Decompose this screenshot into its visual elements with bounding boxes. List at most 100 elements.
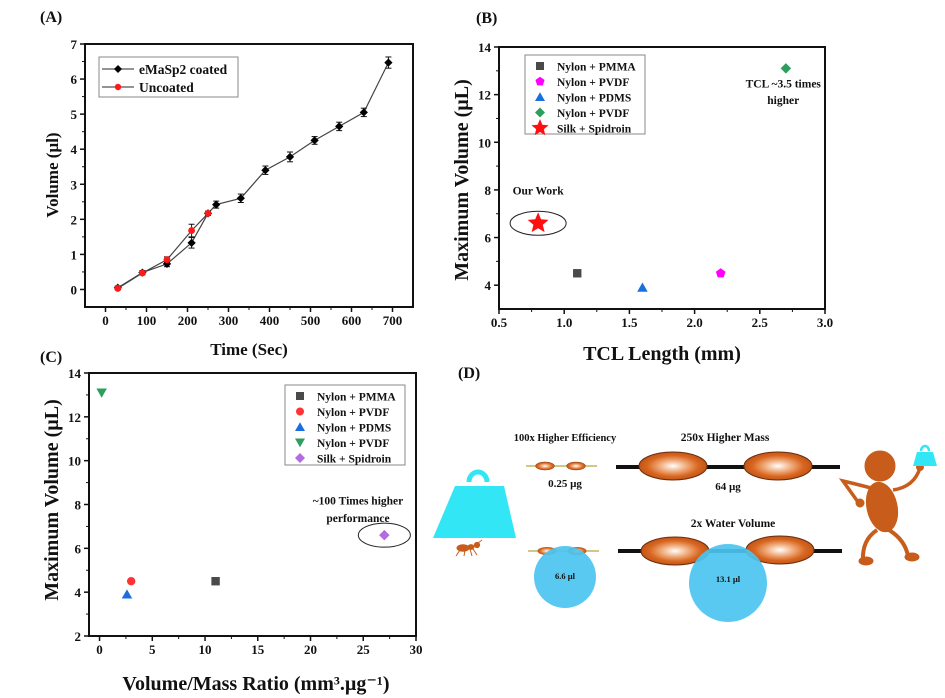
panel-b-legend-box bbox=[524, 54, 646, 135]
small-volume-label: 6.6 µl bbox=[555, 571, 576, 581]
data-point-coated bbox=[212, 200, 221, 209]
data-point-coated bbox=[236, 194, 245, 203]
data-point-nylon-pvdf bbox=[126, 577, 136, 586]
y-tick-label: 4 bbox=[75, 585, 82, 600]
annotation-text: Our Work bbox=[513, 186, 565, 198]
data-point-coated bbox=[187, 238, 196, 247]
x-tick-label: 25 bbox=[357, 642, 371, 657]
panel-a-ylabel: Volume (µl) bbox=[43, 132, 62, 217]
ant-icon bbox=[455, 539, 483, 557]
x-tick-label: 5 bbox=[149, 642, 156, 657]
y-tick-label: 2 bbox=[75, 629, 82, 644]
x-tick-label: 1.0 bbox=[556, 315, 572, 330]
legend-marker-uncoated bbox=[114, 83, 122, 91]
panel-d-diagram: 100x Higher Efficiency 250x Higher Mass … bbox=[433, 432, 937, 622]
annotation-text: performance bbox=[326, 513, 389, 525]
data-point-nylon-pvdf bbox=[715, 268, 726, 278]
annotation-text: TCL ~3.5 times bbox=[746, 78, 822, 90]
panel-c-ylabel: Maximum Volume (µL) bbox=[41, 399, 63, 601]
panel-label-a: (A) bbox=[40, 9, 62, 26]
legend-marker bbox=[295, 438, 305, 448]
small-weight-icon bbox=[913, 444, 937, 466]
highlight-ellipse bbox=[509, 210, 567, 236]
efficiency-label: 100x Higher Efficiency bbox=[514, 433, 617, 444]
x-tick-label: 400 bbox=[260, 313, 280, 328]
x-tick-label: 30 bbox=[410, 642, 423, 657]
x-tick-label: 0.5 bbox=[491, 315, 508, 330]
data-point-nylon-pmma bbox=[211, 577, 220, 586]
legend-marker bbox=[535, 107, 545, 118]
legend-label-coated: eMaSp2 coated bbox=[139, 62, 228, 77]
mass-label: 250x Higher Mass bbox=[681, 432, 770, 444]
x-tick-label: 700 bbox=[383, 313, 403, 328]
panel-b-ylabel: Maximum Volume (µL) bbox=[451, 79, 473, 281]
panel-c-legend: Nylon + PMMA Nylon + PVDF Nylon + PDMS Nylo… bbox=[284, 384, 406, 466]
panel-label-d: (D) bbox=[458, 365, 480, 382]
legend-label: Nylon + PDMS bbox=[317, 423, 391, 435]
legend-label: Nylon + PMMA bbox=[557, 62, 636, 74]
large-volume-label: 13.1 µl bbox=[716, 574, 741, 584]
legend-label: Nylon + PMMA bbox=[317, 392, 396, 404]
data-point-silk-spidroin bbox=[379, 529, 390, 541]
large-knot bbox=[743, 451, 813, 481]
data-point-nylon-pdms bbox=[637, 282, 648, 292]
legend-marker bbox=[295, 453, 305, 463]
legend-marker bbox=[535, 76, 545, 86]
large-knot bbox=[638, 451, 708, 481]
small-mass-label: 0.25 µg bbox=[548, 478, 582, 490]
small-knot bbox=[535, 461, 555, 471]
legend-marker bbox=[536, 62, 544, 70]
x-tick-label: 200 bbox=[178, 313, 198, 328]
water-volume-label: 2x Water Volume bbox=[691, 518, 776, 530]
panel-c-legend-box bbox=[284, 384, 406, 466]
panel-b-xlabel: TCL Length (mm) bbox=[583, 343, 741, 365]
legend-label-uncoated: Uncoated bbox=[139, 80, 194, 95]
data-point-coated bbox=[335, 122, 344, 131]
data-point-nylon-pmma bbox=[573, 269, 582, 278]
legend-label: Silk + Spidroin bbox=[317, 454, 392, 466]
x-tick-label: 3.0 bbox=[817, 315, 833, 330]
data-point-coated bbox=[359, 108, 368, 117]
panel-a-legend: eMaSp2 coated Uncoated bbox=[98, 56, 239, 98]
y-tick-label: 1 bbox=[71, 247, 78, 262]
y-tick-label: 3 bbox=[71, 177, 78, 192]
y-tick-label: 12 bbox=[478, 88, 491, 103]
x-tick-label: 1.5 bbox=[621, 315, 638, 330]
data-point-nylon-pvdf bbox=[96, 388, 107, 398]
small-fiber-bottom bbox=[528, 546, 599, 608]
small-knot bbox=[566, 461, 586, 471]
y-tick-label: 10 bbox=[68, 454, 81, 469]
legend-label: Nylon + PVDF bbox=[317, 407, 389, 419]
x-tick-label: 600 bbox=[342, 313, 362, 328]
large-water-droplet bbox=[689, 544, 767, 622]
data-point-uncoated bbox=[188, 227, 196, 234]
y-tick-label: 0 bbox=[71, 282, 78, 297]
y-tick-label: 5 bbox=[71, 107, 78, 122]
panel-a-xlabel: Time (Sec) bbox=[210, 340, 288, 359]
data-point-nylon-pdms bbox=[121, 589, 133, 599]
y-tick-label: 6 bbox=[75, 541, 82, 556]
data-point-silk-spidroin bbox=[527, 212, 549, 233]
legend-label: Nylon + PVDF bbox=[317, 438, 389, 450]
y-tick-label: 6 bbox=[485, 231, 492, 246]
data-point-uncoated bbox=[114, 285, 122, 292]
legend-label: Nylon + PVDF bbox=[557, 77, 629, 89]
x-tick-label: 0 bbox=[96, 642, 103, 657]
y-tick-label: 10 bbox=[478, 135, 491, 150]
x-tick-label: 2.0 bbox=[686, 315, 702, 330]
y-tick-label: 14 bbox=[68, 366, 82, 381]
x-tick-label: 10 bbox=[199, 642, 212, 657]
x-tick-label: 100 bbox=[137, 313, 157, 328]
x-tick-label: 20 bbox=[304, 642, 317, 657]
panel-c-chart: 0 5 10 15 20 25 30 2 4 6 8 10 12 14 Volume/Mass Ratio… bbox=[41, 366, 423, 695]
legend-marker-coated bbox=[114, 65, 122, 73]
x-tick-label: 300 bbox=[219, 313, 239, 328]
legend-marker bbox=[535, 92, 545, 101]
y-tick-label: 8 bbox=[485, 183, 492, 198]
data-point-uncoated bbox=[139, 269, 146, 277]
y-tick-label: 2 bbox=[71, 212, 78, 227]
legend-marker bbox=[296, 407, 304, 416]
annotation-text: ~100 Times higher bbox=[313, 496, 404, 508]
x-tick-label: 500 bbox=[301, 313, 321, 328]
